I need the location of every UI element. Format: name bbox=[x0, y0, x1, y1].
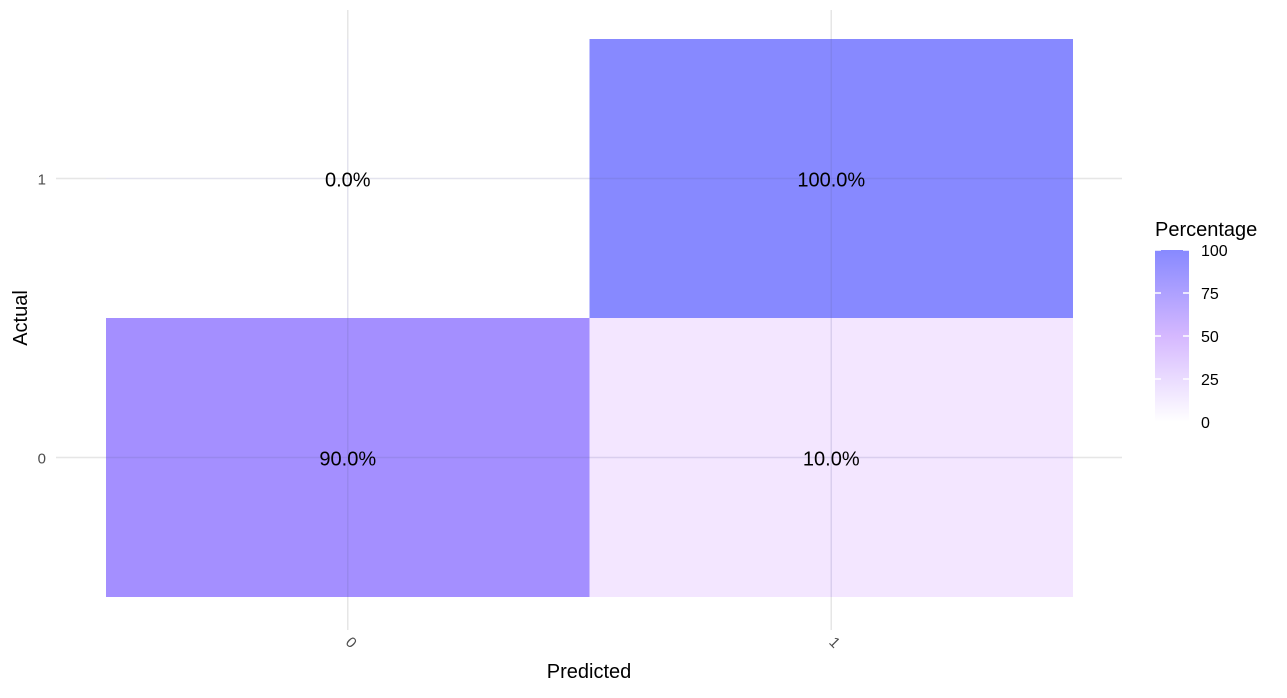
heatmap-cells bbox=[106, 39, 1073, 597]
cell-value-label-1-0: 10.0% bbox=[803, 449, 860, 471]
cell-value-label-1-1: 100.0% bbox=[797, 170, 865, 192]
legend-tick-label-50: 50 bbox=[1201, 329, 1219, 346]
grid-lines-overlay bbox=[106, 39, 1073, 597]
heatmap-cell-1-1 bbox=[589, 39, 1073, 318]
legend-tick-label-0: 0 bbox=[1201, 415, 1210, 432]
x-axis-title: Predicted bbox=[547, 661, 632, 683]
y-tick-label-1: 1 bbox=[38, 172, 46, 189]
legend-tick-label-100: 100 bbox=[1201, 243, 1228, 260]
y-tick-label-0: 0 bbox=[38, 451, 46, 468]
legend-title: Percentage bbox=[1155, 219, 1257, 241]
legend-tick-label-75: 75 bbox=[1201, 286, 1219, 303]
heatmap-cell-0-1 bbox=[106, 39, 590, 318]
legend: Percentage 0 25 50 75 100 bbox=[1155, 219, 1257, 432]
legend-tick-label-25: 25 bbox=[1201, 372, 1219, 389]
cell-value-label-0-0: 90.0% bbox=[319, 449, 376, 471]
x-tick-label-0: 0 bbox=[342, 634, 360, 652]
cell-labels: 0.0% 100.0% 90.0% 10.0% bbox=[319, 170, 865, 471]
heatmap-cell-0-0 bbox=[106, 318, 590, 597]
heatmap-cell-1-0 bbox=[589, 318, 1073, 597]
cell-value-label-0-1: 0.0% bbox=[325, 170, 371, 192]
y-axis-title: Actual bbox=[10, 290, 32, 346]
x-tick-label-1: 1 bbox=[825, 634, 843, 652]
